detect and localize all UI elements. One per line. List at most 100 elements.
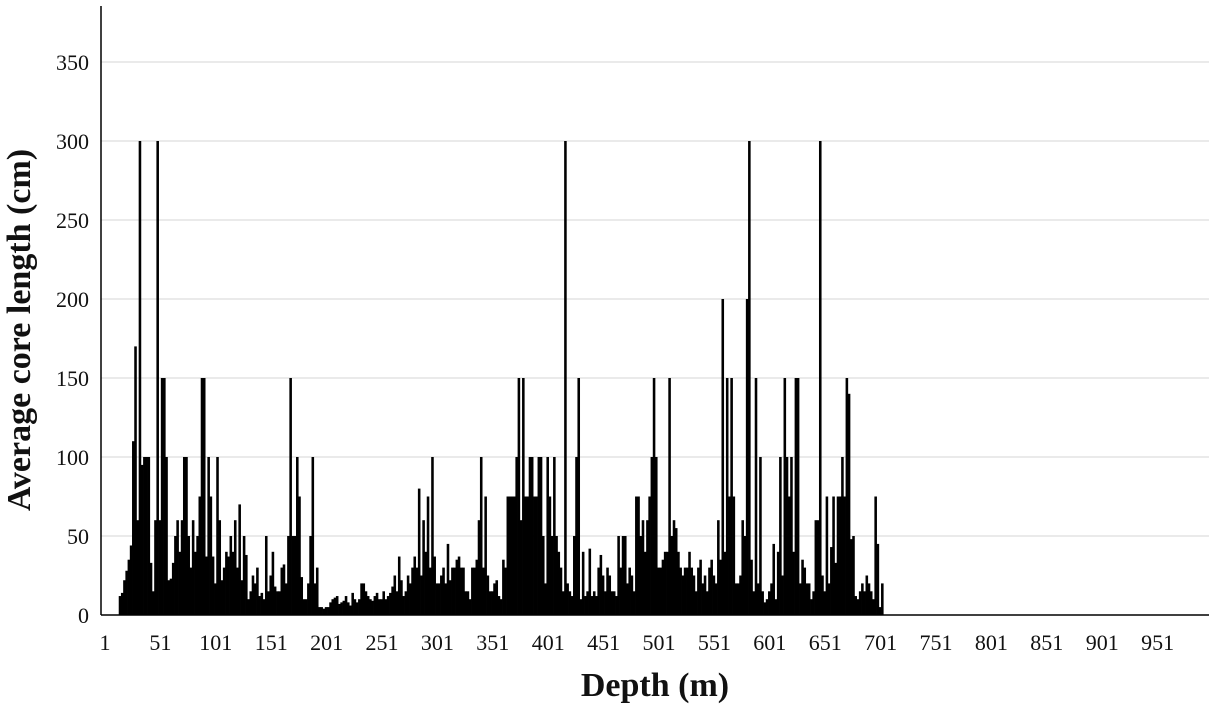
- bar: [710, 559, 713, 615]
- bar: [776, 551, 780, 615]
- bar: [260, 592, 264, 615]
- bar: [355, 602, 359, 615]
- bar: [539, 457, 543, 615]
- bar: [779, 457, 782, 615]
- bar: [395, 591, 399, 615]
- bar: [471, 567, 474, 615]
- bar: [526, 496, 530, 615]
- bar: [566, 583, 569, 615]
- bar: [617, 536, 620, 615]
- bar: [276, 591, 279, 615]
- bar: [422, 520, 425, 615]
- x-tick-label: 151: [255, 630, 288, 655]
- bar: [373, 596, 377, 615]
- y-tick-label: 0: [78, 603, 89, 628]
- bar: [858, 591, 862, 615]
- x-tick-label: 251: [366, 630, 399, 655]
- bar: [134, 346, 137, 615]
- bar: [597, 567, 600, 615]
- bar: [214, 583, 217, 615]
- bar: [420, 575, 423, 615]
- bar: [309, 536, 312, 615]
- bar: [648, 496, 651, 615]
- bar: [287, 536, 290, 615]
- bars: [118, 141, 884, 615]
- bar: [878, 607, 882, 615]
- bar: [123, 580, 126, 615]
- bar: [595, 596, 598, 615]
- bar: [650, 457, 654, 615]
- bar: [451, 567, 454, 615]
- bar: [118, 596, 122, 615]
- bar: [344, 596, 348, 615]
- bar: [832, 496, 835, 615]
- bar: [579, 599, 583, 615]
- bar: [843, 496, 846, 615]
- bar: [796, 378, 800, 615]
- bar: [785, 457, 789, 615]
- bar: [473, 567, 476, 615]
- bar: [393, 575, 397, 615]
- bar: [238, 504, 241, 615]
- bar: [847, 393, 851, 615]
- y-tick-labels: 0 50 100 150 200 250 300 350: [56, 50, 89, 628]
- bar: [568, 591, 572, 615]
- bar: [482, 567, 485, 615]
- bar: [236, 567, 239, 615]
- bar: [145, 457, 148, 615]
- bar: [763, 602, 767, 615]
- bar: [690, 567, 694, 615]
- bar: [834, 562, 838, 615]
- bar: [271, 551, 275, 615]
- bar: [182, 457, 186, 615]
- bar: [167, 580, 171, 615]
- bar: [129, 545, 133, 615]
- bar: [132, 441, 135, 615]
- bar: [805, 583, 809, 615]
- bar: [643, 551, 647, 615]
- bar: [389, 592, 392, 615]
- bar: [446, 543, 450, 615]
- bar: [865, 575, 869, 615]
- bar: [515, 457, 518, 615]
- bar: [384, 599, 388, 615]
- bar: [185, 457, 188, 615]
- bar: [717, 520, 720, 615]
- bar: [493, 583, 496, 615]
- bar: [138, 141, 142, 615]
- bar: [289, 378, 292, 615]
- bar: [599, 554, 603, 615]
- bar: [807, 583, 811, 615]
- bar: [825, 496, 829, 615]
- bar: [404, 591, 408, 615]
- bar: [457, 556, 461, 615]
- bar: [300, 577, 304, 615]
- bar: [756, 583, 760, 615]
- bar: [506, 496, 510, 615]
- x-tick-label: 551: [698, 630, 731, 655]
- bar: [459, 567, 463, 615]
- bar: [169, 578, 173, 615]
- bar: [256, 567, 259, 615]
- bar: [329, 602, 332, 615]
- bar: [156, 141, 159, 615]
- bar: [814, 520, 818, 615]
- bar: [544, 583, 547, 615]
- bar: [468, 599, 472, 615]
- bar: [358, 599, 361, 615]
- bar: [160, 378, 164, 615]
- y-axis-title: Average core length (cm): [1, 149, 38, 511]
- bar: [823, 591, 826, 615]
- bar: [799, 583, 802, 615]
- bar: [378, 599, 381, 615]
- bar: [245, 554, 248, 615]
- bar: [196, 536, 199, 615]
- y-tick-label: 50: [67, 524, 89, 549]
- bar: [670, 536, 674, 615]
- y-tick-label: 100: [56, 445, 89, 470]
- bar: [590, 596, 594, 615]
- bar: [293, 536, 297, 615]
- bar: [657, 567, 660, 615]
- bar: [296, 457, 299, 615]
- bar: [504, 567, 507, 615]
